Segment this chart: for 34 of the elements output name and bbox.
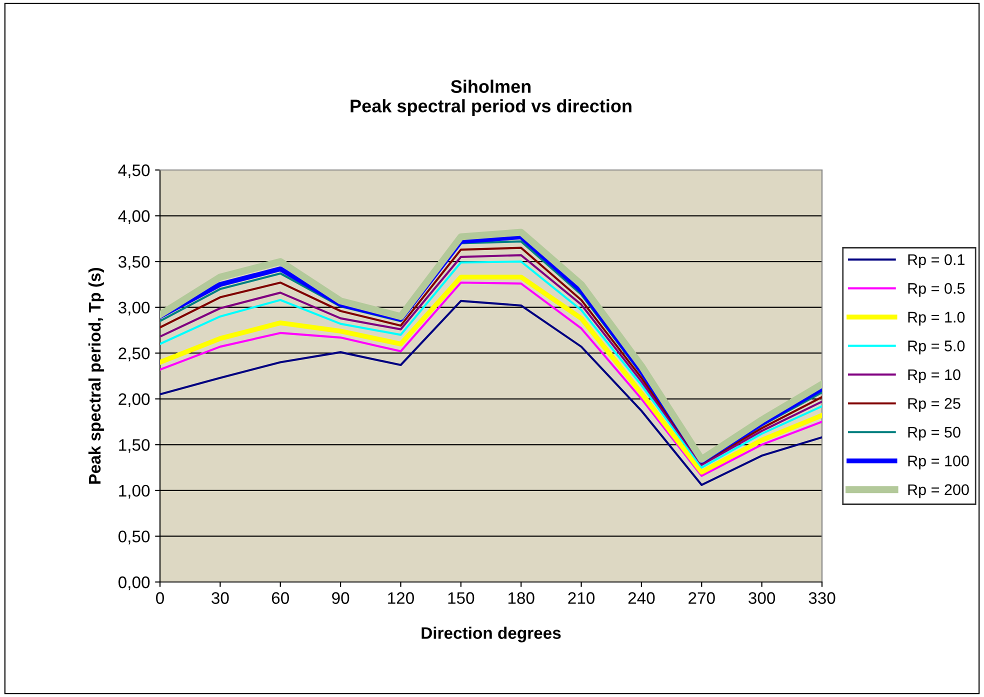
y-tick-label: 2,00 <box>118 393 150 408</box>
y-tick-label: 2,50 <box>118 348 150 362</box>
x-tick-label: 270 <box>688 592 715 604</box>
x-tick-label: 330 <box>808 592 836 604</box>
x-tick-label: 300 <box>748 592 776 604</box>
y-tick-label: 4,50 <box>118 164 150 178</box>
x-tick-label: 30 <box>212 592 229 604</box>
legend-label: Rp = 10 <box>908 369 960 384</box>
x-tick-label: 180 <box>508 592 534 604</box>
x-tick-label: 240 <box>628 592 655 604</box>
legend-label: Rp = 50 <box>908 426 960 441</box>
y-tick-label: 0,00 <box>118 576 150 590</box>
legend-label: Rp = 200 <box>908 484 969 498</box>
y-tick-label: 1,00 <box>119 484 150 499</box>
x-axis-title: Direction degrees <box>422 626 561 642</box>
x-tick-label: 120 <box>388 592 414 604</box>
legend-label: Rp = 25 <box>908 398 960 412</box>
y-axis-title: Peak spectral period, Tp (s) <box>88 268 104 484</box>
legend-label: Rp = 0.5 <box>908 283 965 297</box>
x-tick-label: 60 <box>272 592 289 604</box>
chart-title: Siholmen Peak spectral period vs direction <box>350 80 632 116</box>
legend-label: Rp = 100 <box>908 456 969 470</box>
legend-label: Rp = 1.0 <box>908 312 965 326</box>
y-tick-label: 3,50 <box>118 256 150 270</box>
x-tick-label: 0 <box>156 592 164 604</box>
x-tick-label: 210 <box>568 592 595 604</box>
y-tick-label: 1,50 <box>119 439 150 453</box>
x-tick-label: 90 <box>332 592 350 604</box>
legend-label: Rp = 0.1 <box>908 254 964 268</box>
x-tick-label: 150 <box>448 592 474 604</box>
y-tick-label: 0,50 <box>118 530 150 544</box>
y-tick-label: 4,00 <box>118 210 150 224</box>
y-tick-label: 3,00 <box>118 302 150 316</box>
legend-label: Rp = 5.0 <box>908 340 965 354</box>
